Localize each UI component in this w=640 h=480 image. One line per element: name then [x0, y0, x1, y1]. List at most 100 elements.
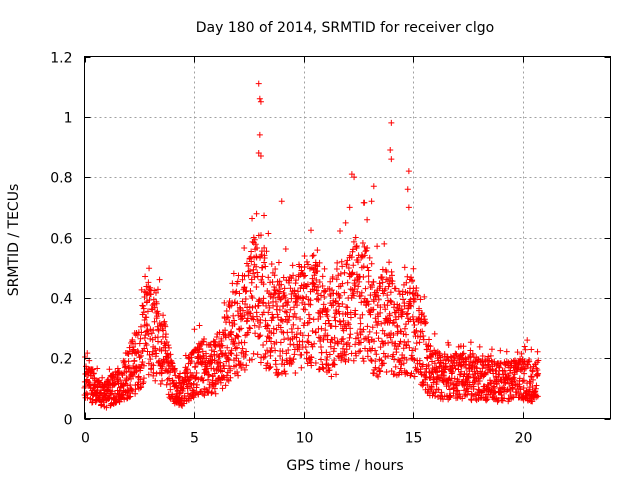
data-point [251, 236, 258, 243]
data-point [362, 248, 369, 255]
data-point [140, 375, 147, 382]
data-point [144, 348, 151, 355]
data-point [420, 332, 427, 339]
data-point [385, 353, 392, 360]
data-point [433, 369, 440, 376]
data-point [168, 357, 175, 364]
data-point [249, 304, 256, 311]
data-point [368, 282, 375, 289]
data-point [137, 335, 144, 342]
data-point [193, 389, 200, 396]
data-point [372, 364, 379, 371]
data-point [452, 365, 459, 372]
data-point [456, 371, 463, 378]
data-point [281, 336, 288, 343]
data-point [417, 296, 424, 303]
data-point [236, 290, 243, 297]
data-point [84, 394, 91, 401]
data-point [285, 347, 292, 354]
data-point [357, 320, 364, 327]
data-point [375, 335, 382, 342]
data-point [223, 314, 230, 321]
data-point [340, 335, 347, 342]
data-point [458, 363, 465, 370]
data-point [234, 368, 241, 375]
data-point [264, 322, 271, 329]
data-point [353, 242, 360, 249]
data-point [257, 359, 264, 366]
data-point [326, 367, 333, 374]
data-point [409, 313, 416, 320]
data-point [143, 291, 150, 298]
data-point [201, 335, 208, 342]
data-point [230, 312, 237, 319]
data-point [405, 168, 412, 175]
data-point [530, 376, 537, 383]
data-point [352, 350, 359, 357]
data-point [425, 362, 432, 369]
data-point [485, 353, 492, 360]
data-point [256, 95, 263, 102]
data-point [274, 311, 281, 318]
data-point [528, 346, 535, 353]
data-point [361, 199, 368, 206]
data-point [409, 347, 416, 354]
data-point [310, 280, 317, 287]
data-point [524, 337, 531, 344]
data-point [368, 260, 375, 267]
data-point [278, 281, 285, 288]
data-point [152, 377, 159, 384]
data-point [361, 252, 368, 259]
data-point [264, 347, 271, 354]
data-point [361, 243, 368, 250]
data-point [331, 314, 338, 321]
data-point [245, 329, 252, 336]
data-point [254, 351, 261, 358]
data-point [358, 254, 365, 261]
data-point [146, 284, 153, 291]
data-point [365, 301, 372, 308]
data-point [330, 302, 337, 309]
data-point [384, 302, 391, 309]
data-point [153, 350, 160, 357]
data-point [168, 359, 175, 366]
data-point [399, 308, 406, 315]
data-point [158, 339, 165, 346]
data-point [352, 341, 359, 348]
data-point [311, 283, 318, 290]
data-point [235, 358, 242, 365]
data-point [135, 349, 142, 356]
data-point [456, 380, 463, 387]
data-point [370, 298, 377, 305]
data-point [291, 310, 298, 317]
data-point [532, 385, 539, 392]
data-point [360, 358, 367, 365]
data-point [162, 323, 169, 330]
data-point [377, 368, 384, 375]
data-point [190, 372, 197, 379]
data-point [250, 316, 257, 323]
data-point [84, 350, 91, 357]
data-point [296, 341, 303, 348]
data-point [339, 301, 346, 308]
data-point [138, 286, 145, 293]
data-point [274, 372, 281, 379]
data-point [359, 239, 366, 246]
data-point [111, 381, 118, 388]
data-point [150, 369, 157, 376]
data-point [385, 283, 392, 290]
data-point [248, 258, 255, 265]
data-point [529, 367, 536, 374]
data-point [354, 330, 361, 337]
data-point [436, 352, 443, 359]
data-point [224, 344, 231, 351]
data-point [401, 264, 408, 271]
data-point [364, 264, 371, 271]
data-point [201, 392, 208, 399]
data-point [94, 365, 101, 372]
data-point [266, 335, 273, 342]
data-point [141, 345, 148, 352]
data-point [169, 377, 176, 384]
data-point [375, 373, 382, 380]
